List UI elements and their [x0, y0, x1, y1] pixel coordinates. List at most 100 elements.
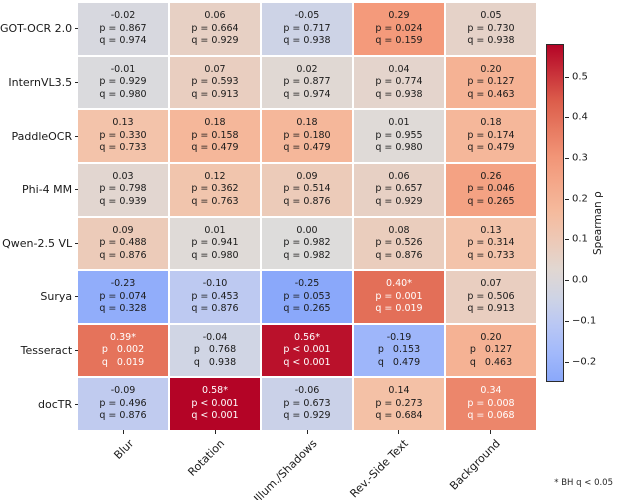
cell-stat-line: p 0.002 — [101, 344, 145, 356]
cell-stat-line: q = 0.938 — [375, 88, 423, 100]
cell-stat-line: p = 0.955 — [375, 129, 423, 141]
cell-stat-line: p < 0.001 — [283, 344, 331, 356]
cell-stat-line: q = 0.913 — [191, 88, 239, 100]
y-tick-mark — [75, 81, 80, 83]
heatmap-cell: 0.04 p = 0.774 q = 0.938 — [354, 56, 444, 109]
colorbar-tick-label: 0.1 — [572, 233, 588, 245]
cell-stat-line: p = 0.877 — [283, 76, 331, 88]
heatmap-cell: 0.01 p = 0.941 q = 0.980 — [170, 217, 260, 270]
cell-stat-line: q = 0.929 — [283, 410, 331, 422]
cell-stat-line: p = 0.526 — [375, 237, 423, 249]
cell-stat-line: q = 0.938 — [283, 35, 331, 47]
cell-correlation-value: -0.25 — [294, 278, 320, 290]
heatmap-cell: 0.03 p = 0.798 q = 0.939 — [78, 163, 168, 216]
cell-stat-line: p = 0.273 — [375, 397, 423, 409]
cell-stat-line: q = 0.733 — [99, 142, 147, 154]
cell-stat-line: p = 0.717 — [283, 22, 331, 34]
cell-stat-line: q = 0.974 — [99, 35, 147, 47]
cell-stat-line: q < 0.001 — [283, 356, 331, 368]
cell-stat-line: p = 0.488 — [99, 237, 147, 249]
cell-correlation-value: 0.12 — [204, 170, 226, 182]
row-label-internvl3-5: InternVL3.5 — [0, 57, 80, 109]
cell-stat-line: p = 0.506 — [467, 290, 515, 302]
cell-stat-line: q = 0.684 — [375, 410, 423, 422]
heatmap-cell: 0.06 p = 0.657 q = 0.929 — [354, 163, 444, 216]
cell-correlation-value: 0.40* — [386, 278, 412, 290]
cell-correlation-value: -0.06 — [294, 385, 320, 397]
cell-stat-line: p = 0.929 — [99, 76, 147, 88]
row-label-text: InternVL3.5 — [8, 75, 73, 89]
heatmap-cell: 0.58* p < 0.001 q < 0.001 — [170, 378, 260, 430]
heatmap-cell: 0.02 p = 0.877 q = 0.974 — [262, 56, 352, 109]
cell-stat-line: p = 0.127 — [467, 76, 515, 88]
heatmap-cell: 0.39* p 0.002 q 0.019 — [78, 324, 168, 377]
cell-correlation-value: 0.06 — [388, 170, 410, 182]
cell-stat-line: q 0.938 — [193, 356, 237, 368]
cell-stat-line: q = 0.463 — [467, 88, 515, 100]
cell-stat-line: p = 0.024 — [375, 22, 423, 34]
colorbar-tick-mark — [565, 158, 569, 160]
cell-correlation-value: 0.58* — [202, 385, 228, 397]
cell-correlation-value: 0.07 — [480, 278, 502, 290]
cell-stat-line: p = 0.730 — [467, 22, 515, 34]
heatmap-cell: 0.13 p = 0.330 q = 0.733 — [78, 110, 168, 162]
cell-correlation-value: 0.00 — [296, 224, 318, 236]
cell-correlation-value: -0.10 — [202, 278, 228, 290]
y-tick-mark — [75, 28, 80, 30]
cell-correlation-value: 0.34 — [480, 385, 502, 397]
cell-correlation-value: 0.07 — [204, 63, 226, 75]
heatmap-grid: -0.02 p = 0.867 q = 0.974 0.06 p = 0.664 q = … — [78, 3, 536, 430]
cell-stat-line: q = 0.980 — [99, 88, 147, 100]
heatmap-cell: 0.14 p = 0.273 q = 0.684 — [354, 378, 444, 430]
colorbar-tick-label: 0.4 — [572, 111, 588, 123]
cell-correlation-value: 0.56* — [294, 331, 320, 343]
heatmap-cell: 0.12 p = 0.362 q = 0.763 — [170, 163, 260, 216]
cell-stat-line: q = 0.974 — [283, 88, 331, 100]
cell-correlation-value: 0.18 — [296, 117, 318, 129]
row-label-doctr: docTR — [0, 378, 80, 430]
cell-correlation-value: 0.18 — [480, 117, 502, 129]
cell-correlation-value: -0.19 — [386, 331, 412, 343]
heatmap-cell: 0.09 p = 0.514 q = 0.876 — [262, 163, 352, 216]
y-tick-mark — [75, 296, 80, 298]
cell-stat-line: p = 0.673 — [283, 397, 331, 409]
row-label-text: Qwen-2.5 VL — [2, 236, 73, 250]
y-tick-mark — [75, 350, 80, 352]
cell-correlation-value: 0.09 — [112, 224, 134, 236]
colorbar-tick-label: −0.1 — [572, 315, 597, 327]
heatmap-cell: -0.10 p = 0.453 q = 0.876 — [170, 271, 260, 323]
heatmap-cell: 0.13 p = 0.314 q = 0.733 — [446, 217, 536, 270]
row-label-text: Surya — [40, 290, 73, 304]
cell-stat-line: p = 0.453 — [191, 290, 239, 302]
colorbar-tick-label: 0.3 — [572, 152, 588, 164]
cell-stat-line: p < 0.001 — [191, 397, 239, 409]
heatmap-cell: 0.06 p = 0.664 q = 0.929 — [170, 3, 260, 55]
cell-stat-line: q = 0.876 — [375, 249, 423, 261]
cell-correlation-value: 0.26 — [480, 170, 502, 182]
cell-correlation-value: 0.08 — [388, 224, 410, 236]
cell-stat-line: p = 0.174 — [467, 129, 515, 141]
cell-stat-line: q = 0.876 — [99, 410, 147, 422]
cell-stat-line: q = 0.913 — [467, 303, 515, 315]
cell-correlation-value: 0.13 — [112, 117, 134, 129]
cell-correlation-value: 0.01 — [388, 117, 410, 129]
row-label-surya: Surya — [0, 271, 80, 323]
heatmap-cell: 0.20 p 0.127 q 0.463 — [446, 324, 536, 377]
cell-stat-line: q = 0.980 — [375, 142, 423, 154]
heatmap-cell: -0.02 p = 0.867 q = 0.974 — [78, 3, 168, 55]
cell-stat-line: p = 0.053 — [283, 290, 331, 302]
colorbar-tick-label: 0.2 — [572, 193, 588, 205]
row-label-text: PaddleOCR — [11, 129, 73, 143]
cell-stat-line: q = 0.876 — [99, 249, 147, 261]
cell-stat-line: p = 0.046 — [467, 183, 515, 195]
colorbar-tick-label: 0.5 — [572, 71, 588, 83]
cell-stat-line: q = 0.479 — [191, 142, 239, 154]
heatmap-cell: 0.08 p = 0.526 q = 0.876 — [354, 217, 444, 270]
cell-correlation-value: 0.13 — [480, 224, 502, 236]
cell-stat-line: p = 0.593 — [191, 76, 239, 88]
cell-correlation-value: 0.20 — [480, 331, 502, 343]
heatmap-cell: -0.01 p = 0.929 q = 0.980 — [78, 56, 168, 109]
cell-stat-line: q = 0.876 — [191, 303, 239, 315]
cell-stat-line: p 0.768 — [193, 344, 237, 356]
y-tick-mark — [75, 403, 80, 405]
